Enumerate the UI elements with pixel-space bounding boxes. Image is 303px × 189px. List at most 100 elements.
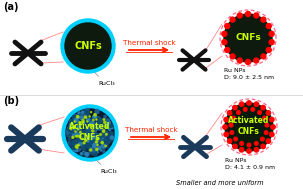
Circle shape (108, 140, 111, 143)
Circle shape (93, 116, 95, 118)
Circle shape (76, 138, 79, 140)
Circle shape (88, 134, 90, 136)
Circle shape (72, 142, 74, 144)
Circle shape (102, 133, 105, 136)
Circle shape (103, 150, 105, 153)
Circle shape (78, 141, 82, 144)
Circle shape (98, 137, 101, 140)
Circle shape (73, 115, 77, 119)
Circle shape (255, 142, 258, 145)
Text: (b): (b) (3, 96, 19, 106)
Circle shape (106, 119, 109, 122)
Circle shape (101, 134, 105, 138)
Circle shape (89, 140, 93, 143)
Circle shape (101, 142, 103, 144)
Circle shape (78, 126, 80, 128)
Circle shape (106, 136, 110, 139)
Circle shape (83, 151, 85, 153)
Circle shape (81, 116, 84, 119)
Circle shape (96, 111, 99, 113)
Circle shape (92, 136, 95, 139)
Circle shape (68, 134, 72, 136)
Circle shape (110, 125, 112, 127)
Circle shape (105, 133, 107, 135)
Circle shape (94, 150, 97, 153)
Circle shape (95, 116, 97, 118)
Circle shape (85, 137, 87, 140)
Circle shape (84, 116, 87, 119)
Circle shape (76, 131, 78, 133)
Circle shape (72, 146, 75, 149)
Circle shape (247, 101, 251, 105)
Text: CNFs: CNFs (235, 33, 261, 43)
Circle shape (243, 108, 247, 111)
Circle shape (71, 131, 74, 134)
Circle shape (77, 144, 79, 146)
Circle shape (234, 137, 238, 141)
Circle shape (107, 146, 109, 148)
Circle shape (96, 134, 100, 138)
Circle shape (103, 119, 105, 120)
Circle shape (269, 40, 274, 45)
Circle shape (105, 145, 106, 147)
Text: Activated
CNFs: Activated CNFs (69, 122, 111, 142)
Circle shape (87, 137, 90, 140)
Text: Activated
CNFs: Activated CNFs (228, 116, 270, 136)
Circle shape (76, 125, 80, 129)
Circle shape (102, 139, 106, 143)
Circle shape (96, 122, 100, 125)
Circle shape (61, 19, 115, 73)
Circle shape (88, 147, 92, 151)
Circle shape (108, 125, 110, 127)
Circle shape (69, 129, 73, 132)
Circle shape (93, 150, 96, 153)
Circle shape (78, 116, 80, 118)
Circle shape (66, 109, 114, 157)
Circle shape (74, 118, 78, 122)
Circle shape (104, 118, 106, 120)
Circle shape (66, 134, 69, 137)
Circle shape (91, 149, 94, 153)
Circle shape (73, 129, 76, 132)
Circle shape (73, 129, 75, 132)
Circle shape (97, 144, 98, 146)
Circle shape (73, 115, 77, 118)
Circle shape (223, 125, 227, 129)
Circle shape (264, 131, 268, 134)
Text: (a): (a) (3, 2, 18, 12)
Circle shape (73, 140, 77, 143)
Circle shape (89, 124, 91, 126)
Circle shape (95, 151, 98, 153)
Circle shape (104, 121, 106, 123)
Circle shape (104, 135, 106, 137)
Circle shape (92, 125, 93, 126)
Circle shape (91, 151, 94, 155)
Circle shape (261, 144, 265, 149)
Circle shape (73, 121, 76, 124)
Circle shape (85, 132, 87, 133)
Circle shape (90, 122, 94, 126)
Circle shape (94, 114, 96, 116)
Circle shape (68, 142, 71, 144)
Circle shape (258, 111, 261, 114)
Circle shape (106, 141, 109, 145)
Circle shape (85, 110, 88, 114)
Circle shape (87, 136, 90, 139)
Circle shape (83, 153, 85, 155)
Circle shape (102, 134, 105, 137)
Circle shape (82, 119, 84, 122)
Circle shape (261, 54, 266, 59)
Circle shape (101, 119, 103, 121)
Circle shape (100, 146, 102, 148)
Circle shape (84, 113, 87, 116)
Circle shape (104, 147, 105, 149)
Circle shape (93, 119, 94, 121)
Circle shape (261, 17, 266, 22)
Circle shape (80, 116, 83, 119)
Circle shape (66, 131, 68, 134)
Circle shape (72, 141, 75, 145)
Circle shape (82, 138, 83, 139)
Circle shape (261, 105, 265, 110)
Circle shape (100, 141, 102, 144)
Circle shape (88, 143, 89, 145)
